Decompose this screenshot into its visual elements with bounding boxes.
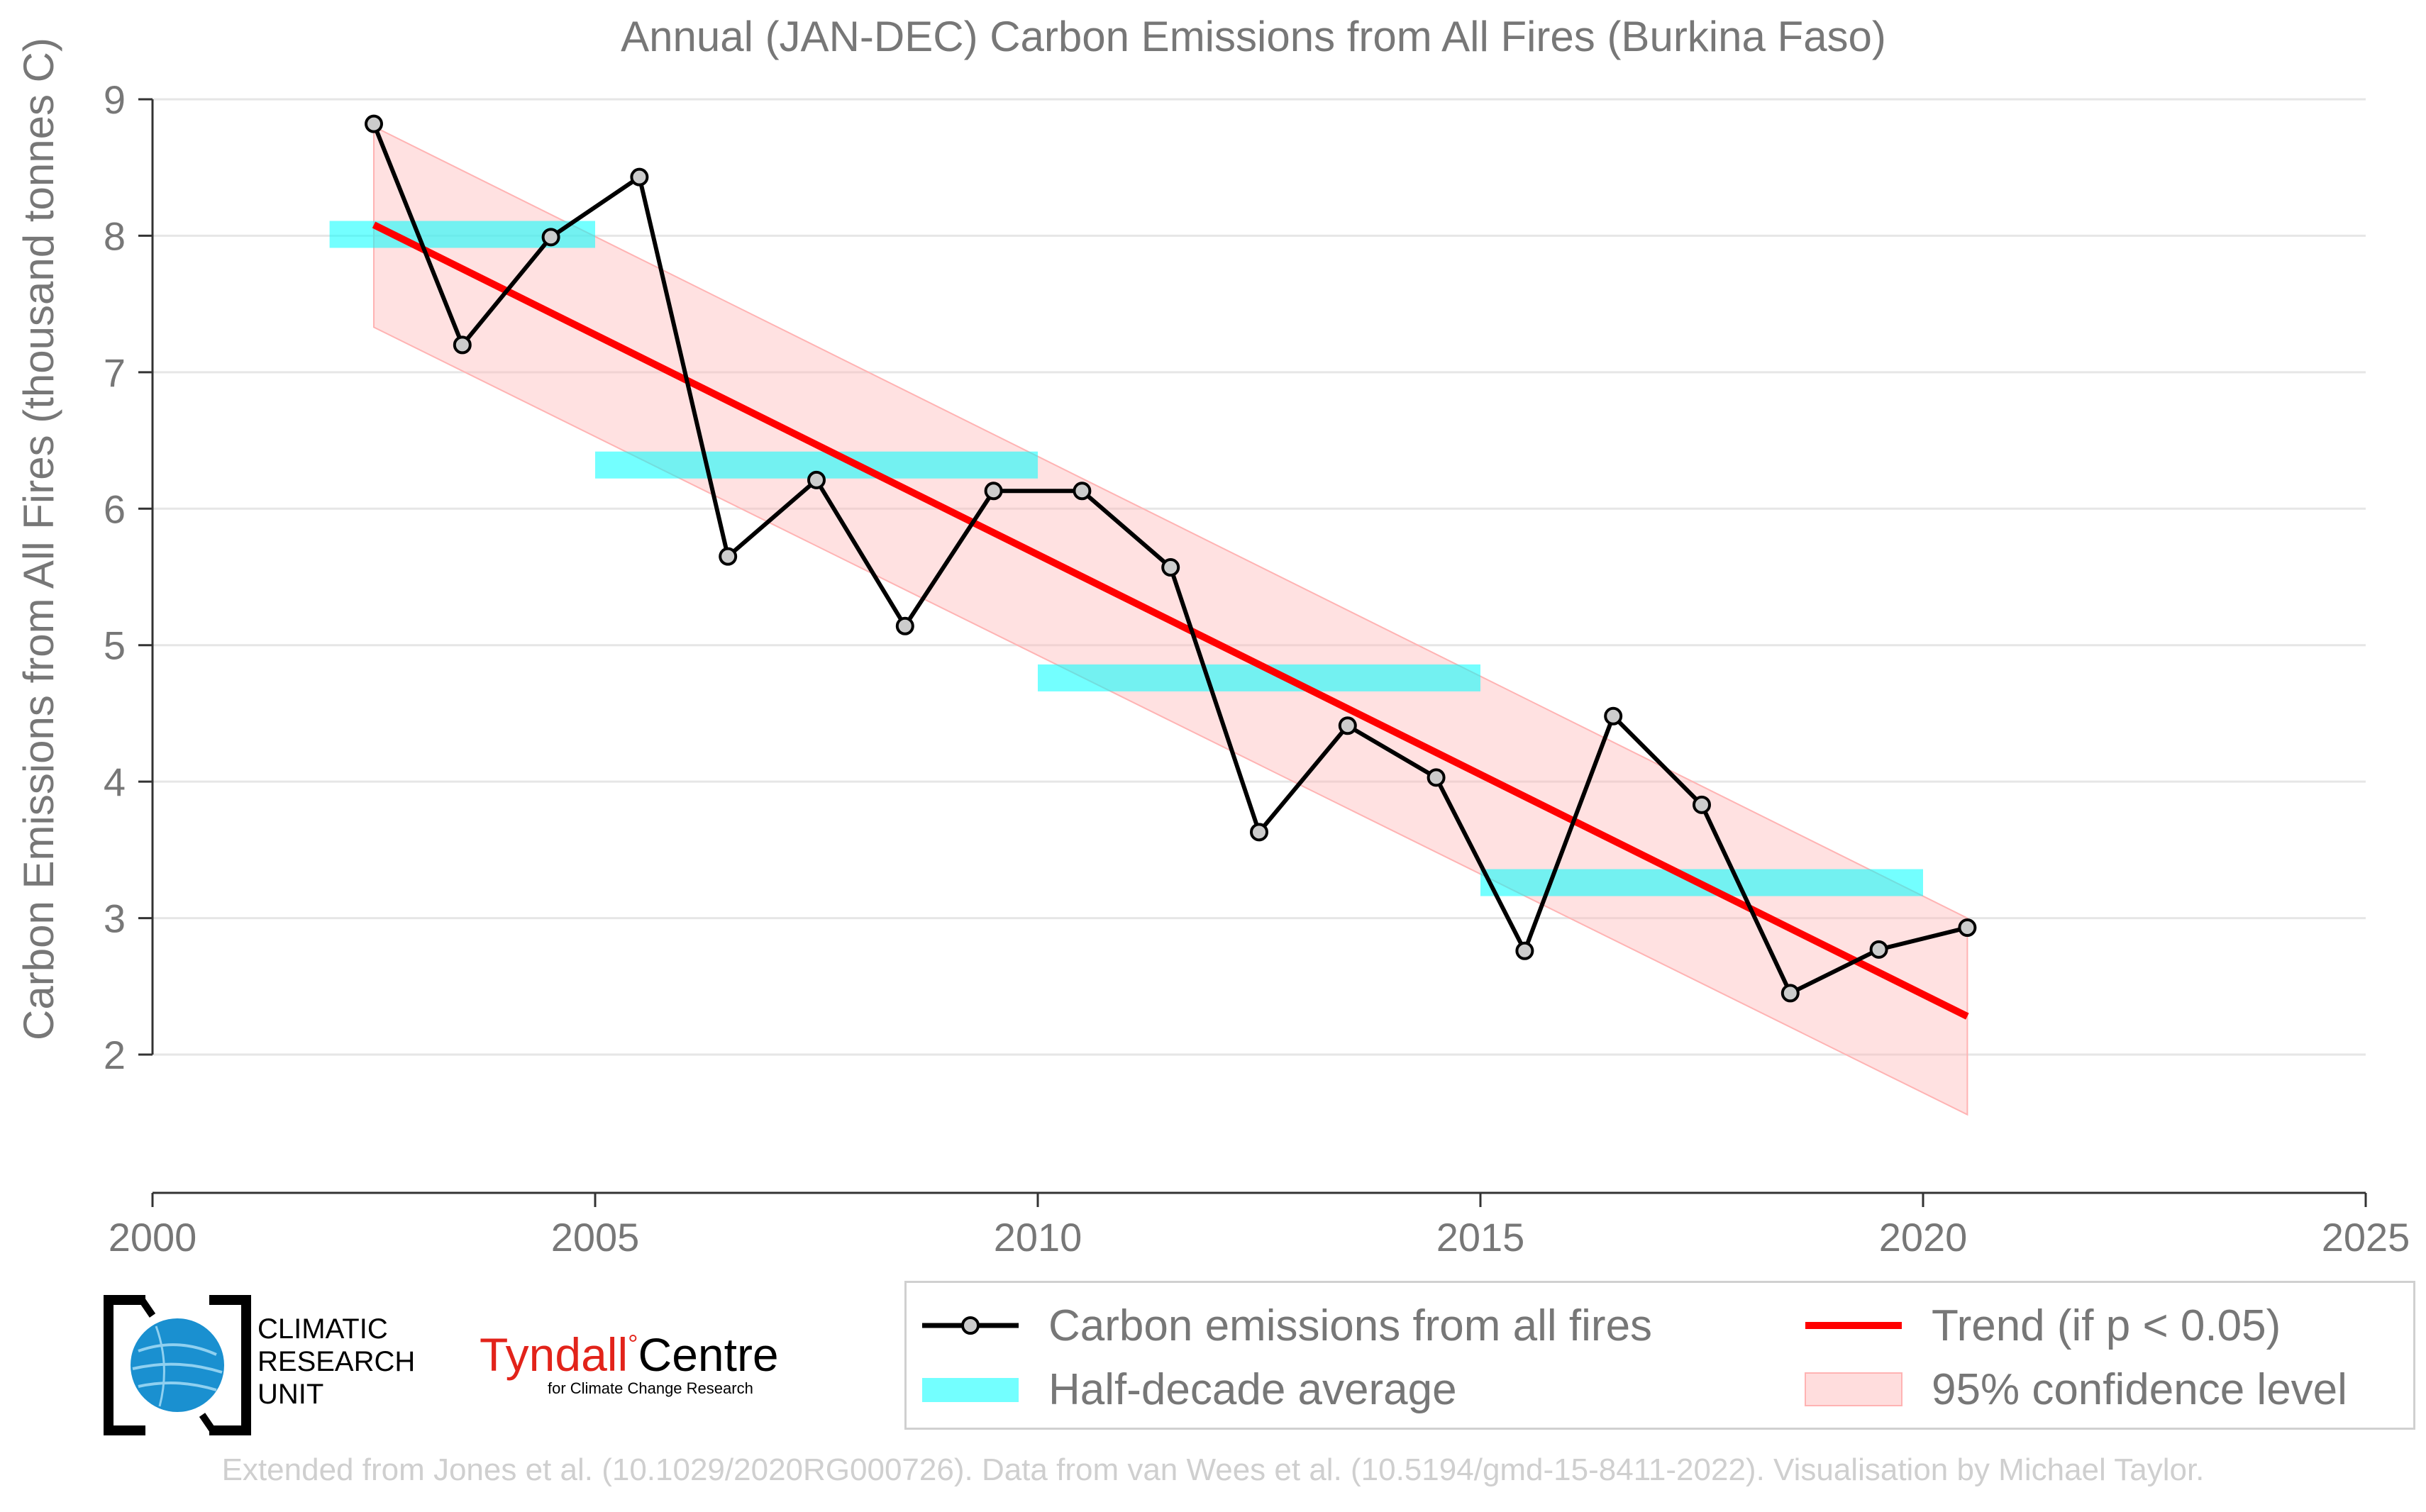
tyndall-centre: Centre <box>638 1328 779 1381</box>
tyndall-degree: ° <box>628 1329 638 1358</box>
tyndall-wordmark: Tyndall°Centre <box>480 1319 785 1379</box>
legend-label-confidence: 95% confidence level <box>1932 1364 2347 1414</box>
legend-label-trend: Trend (if p < 0.05) <box>1932 1301 2281 1350</box>
half-decade-bar-2 <box>1038 664 1480 691</box>
emissions-point-11 <box>1338 716 1357 735</box>
x-tick-label-2005: 2005 <box>551 1215 640 1260</box>
y-tick-label-3: 3 <box>104 896 126 941</box>
emissions-point-8 <box>1073 482 1092 501</box>
emissions-point-0 <box>365 114 383 133</box>
emissions-point-9 <box>1161 558 1180 577</box>
legend-line-marker-icon <box>922 1316 1019 1335</box>
tyndall-subtitle: for Climate Change Research <box>548 1379 753 1397</box>
y-tick-label-4: 4 <box>104 760 126 804</box>
y-tick-label-7: 7 <box>104 350 126 395</box>
legend-confidence-icon <box>1805 1372 1902 1406</box>
x-tick-label-2010: 2010 <box>994 1215 1082 1260</box>
legend-label-half-decade: Half-decade average <box>1048 1364 1457 1414</box>
x-tick-label-2025: 2025 <box>2322 1215 2410 1260</box>
emissions-point-12 <box>1427 768 1446 787</box>
emissions-point-15 <box>1693 795 1711 814</box>
y-tick-label-6: 6 <box>104 487 126 531</box>
axes <box>151 99 2366 1194</box>
legend-item-trend: Trend (if p < 0.05) <box>1804 1297 2281 1354</box>
y-tick-label-5: 5 <box>104 623 126 668</box>
cru-line-1: CLIMATIC <box>257 1313 388 1345</box>
cru-logo: CLIMATIC RESEARCH UNIT <box>103 1294 443 1436</box>
tyndall-name: Tyndall <box>480 1328 628 1381</box>
x-axis-ticks: 2000 2005 2010 2015 2020 2025 <box>109 1193 2410 1260</box>
x-tick-label-2000: 2000 <box>109 1215 197 1260</box>
emissions-point-18 <box>1958 918 1977 938</box>
legend-trend-line-icon <box>1805 1322 1902 1329</box>
emissions-point-6 <box>895 616 914 635</box>
emissions-point-16 <box>1780 984 1800 1003</box>
emissions-point-1 <box>453 335 472 355</box>
cru-line-3: UNIT <box>257 1379 324 1410</box>
emissions-series-layer <box>365 114 1977 1003</box>
x-tick-label-2015: 2015 <box>1436 1215 1525 1260</box>
emissions-point-10 <box>1250 823 1268 842</box>
cru-line-2: RESEARCH <box>257 1346 416 1377</box>
legend-half-decade-icon <box>922 1378 1019 1402</box>
legend-item-confidence: 95% confidence level <box>1804 1361 2347 1418</box>
emissions-point-7 <box>984 482 1003 501</box>
emissions-point-17 <box>1869 940 1888 959</box>
y-tick-label-9: 9 <box>104 77 126 122</box>
emissions-point-13 <box>1515 941 1534 960</box>
emissions-point-5 <box>807 470 826 489</box>
tyndall-logo: Tyndall°Centre for Climate Change Resear… <box>480 1319 785 1397</box>
y-tick-label-8: 8 <box>104 213 126 258</box>
emissions-point-14 <box>1604 706 1623 726</box>
y-tick-label-2: 2 <box>104 1033 126 1077</box>
trend-layer <box>372 221 1969 1020</box>
chart: Annual (JAN-DEC) Carbon Emissions from A… <box>15 13 2410 1260</box>
legend-item-emissions: Carbon emissions from all fires <box>921 1297 1652 1354</box>
legend-label-emissions: Carbon emissions from all fires <box>1048 1301 1653 1350</box>
x-tick-label-2020: 2020 <box>1879 1215 1968 1260</box>
y-axis-label: Carbon Emissions from All Fires (thousan… <box>15 38 62 1040</box>
emissions-point-2 <box>541 228 560 247</box>
emissions-point-4 <box>719 547 738 566</box>
legend: Carbon emissions from all fires Trend (i… <box>904 1281 2415 1430</box>
legend-item-half-decade: Half-decade average <box>921 1361 1457 1418</box>
cru-globe-icon <box>104 1295 251 1435</box>
credit-footer: Extended from Jones et al. (10.1029/2020… <box>221 1452 2205 1487</box>
chart-title: Annual (JAN-DEC) Carbon Emissions from A… <box>621 13 1886 60</box>
cru-wordmark: CLIMATIC RESEARCH UNIT <box>257 1313 415 1411</box>
y-axis-ticks: 2 3 4 5 6 7 8 9 <box>104 77 153 1077</box>
trend-line <box>372 221 1969 1020</box>
emissions-point-3 <box>630 167 649 187</box>
